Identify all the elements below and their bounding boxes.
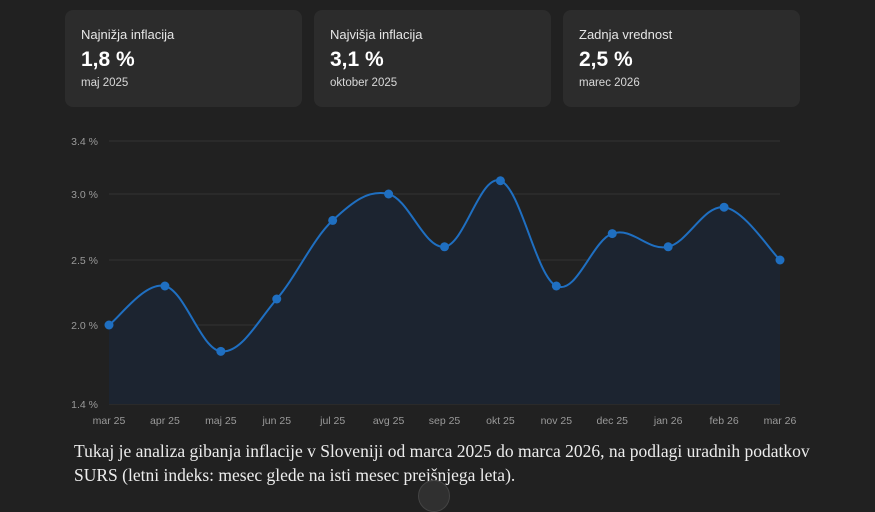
y-tick-label: 2.0 % [71, 320, 98, 332]
y-tick-label: 1.4 % [71, 399, 98, 411]
data-point[interactable] [384, 189, 394, 199]
data-point[interactable] [272, 294, 282, 304]
scroll-down-button[interactable] [418, 480, 450, 512]
data-point[interactable] [607, 229, 617, 239]
stat-date: marec 2026 [579, 77, 640, 89]
y-tick-label: 3.4 % [71, 136, 98, 148]
stat-label: Najnižja inflacija [81, 27, 175, 42]
stat-label: Zadnja vrednost [579, 27, 673, 42]
y-tick-label: 2.5 % [71, 255, 98, 267]
x-tick-label: apr 25 [150, 415, 180, 427]
stat-label: Najvišja inflacija [330, 27, 423, 42]
x-tick-label: dec 25 [596, 415, 628, 427]
stat-date: oktober 2025 [330, 77, 398, 89]
data-points [104, 176, 785, 356]
x-tick-label: mar 26 [764, 415, 797, 427]
x-tick-label: sep 25 [429, 415, 461, 427]
data-point[interactable] [160, 281, 170, 291]
data-point[interactable] [663, 242, 673, 252]
data-point[interactable] [104, 320, 114, 330]
area-fill [109, 180, 780, 404]
data-point[interactable] [328, 215, 338, 225]
data-point[interactable] [216, 346, 226, 356]
stat-value: 2,5 % [579, 48, 633, 71]
stat-card-highest: Najvišja inflacija 3,1 % oktober 2025 [314, 10, 551, 107]
data-point[interactable] [719, 202, 729, 212]
data-point[interactable] [775, 255, 785, 265]
stat-date: maj 2025 [81, 77, 129, 89]
x-tick-label: jan 26 [653, 415, 683, 427]
x-tick-label: jun 25 [261, 415, 291, 427]
x-tick-label: feb 26 [709, 415, 738, 427]
x-tick-label: okt 25 [486, 415, 515, 427]
y-tick-label: 3.0 % [71, 189, 98, 201]
x-tick-label: mar 25 [93, 415, 126, 427]
inflation-line-chart: 3.4 %3.0 %2.5 %2.0 %1.4 % mar 25 apr 25 ma… [71, 136, 797, 427]
y-axis-ticks: 3.4 % 3.0 % 2.5 % 2.0 % 1.4 % [71, 136, 98, 411]
x-tick-label: maj 25 [205, 415, 237, 427]
data-point[interactable] [440, 242, 449, 252]
stat-card-lowest: Najnižja inflacija 1,8 % maj 2025 [65, 10, 302, 107]
x-tick-label: nov 25 [541, 415, 573, 427]
stat-card-latest: Zadnja vrednost 2,5 % marec 2026 [563, 10, 800, 107]
stat-value: 1,8 % [81, 48, 135, 71]
series-area [109, 180, 780, 404]
data-point[interactable] [551, 281, 561, 291]
analysis-caption: Tukaj je analiza gibanja inflacije v Slo… [74, 441, 810, 485]
stat-value: 3,1 % [330, 48, 384, 71]
x-tick-label: avg 25 [373, 415, 405, 427]
x-tick-label: jul 25 [319, 415, 345, 427]
x-axis-ticks: mar 25 apr 25 maj 25 jun 25 jul 25 avg 25 sep … [93, 415, 797, 427]
data-point[interactable] [495, 176, 505, 186]
